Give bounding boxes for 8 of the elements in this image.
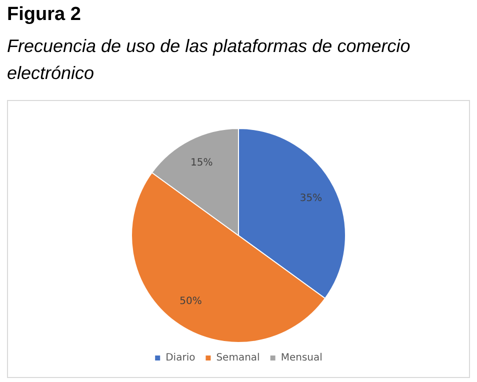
data-label: 15% <box>190 158 213 169</box>
chart-subtitle: Frecuencia de uso de las plataformas de comercio electrónico <box>7 35 412 85</box>
data-label: 50% <box>180 296 202 307</box>
legend-label: Mensual <box>280 352 322 364</box>
legend-label: Semanal <box>216 352 260 364</box>
legend-label: Diario <box>166 352 196 364</box>
data-label: 35% <box>300 193 322 204</box>
chart-title: Figura 2 <box>7 4 81 26</box>
